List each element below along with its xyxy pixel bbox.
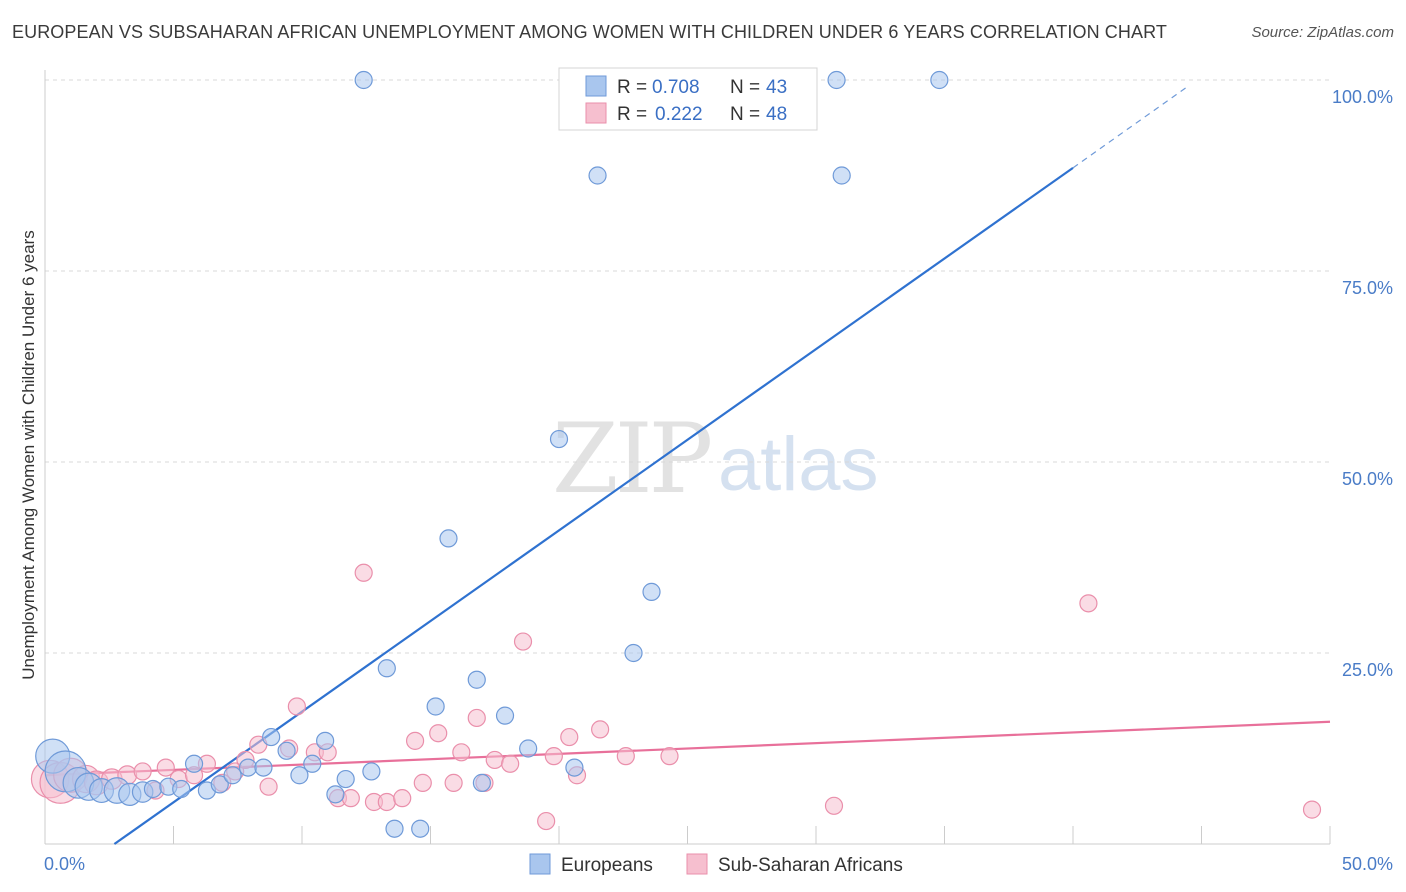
data-point-europeans <box>624 643 643 663</box>
data-point-europeans <box>549 429 569 449</box>
data-point-europeans <box>377 659 396 678</box>
legend-n-label-sub-saharan-africans: N = <box>730 104 760 125</box>
data-point-europeans <box>172 779 191 799</box>
data-point-europeans <box>354 70 373 90</box>
bottom-legend-label-europeans: Europeans <box>561 855 653 876</box>
legend-r-value-sub-saharan-africans: 0.222 <box>655 104 703 125</box>
data-point-europeans <box>385 819 404 838</box>
data-point-sub-saharan-africans <box>444 773 463 792</box>
x-tick-labels: 0.0% 50.0% <box>44 854 1393 874</box>
data-point-europeans <box>277 741 296 760</box>
axes <box>44 70 1331 845</box>
gridlines <box>45 79 1330 654</box>
legend-swatch-sub-saharan-africans <box>585 102 607 124</box>
chart-title: EUROPEAN VS SUBSAHARAN AFRICAN UNEMPLOYM… <box>12 22 1167 42</box>
data-point-europeans <box>827 70 846 90</box>
trend-line-europeans-extension <box>1072 87 1187 169</box>
data-point-sub-saharan-africans <box>259 777 278 796</box>
y-tick-label: 50.0% <box>1342 469 1393 489</box>
data-point-sub-saharan-africans <box>287 697 306 716</box>
data-point-europeans <box>336 769 355 789</box>
data-point-sub-saharan-africans <box>544 747 563 766</box>
data-point-sub-saharan-africans <box>413 773 432 792</box>
correlation-legend: R = 0.708 N = 43 R = 0.222 N = 48 <box>558 67 818 131</box>
data-point-sub-saharan-africans <box>341 789 360 808</box>
data-point-europeans <box>467 670 486 689</box>
y-tick-labels: 100.0% 75.0% 50.0% 25.0% <box>1332 87 1393 680</box>
series-legend: Europeans Sub-Saharan Africans <box>529 853 903 876</box>
x-tick-label: 0.0% <box>44 854 85 874</box>
bottom-legend-label-sub-saharan-africans: Sub-Saharan Africans <box>718 855 903 876</box>
data-point-europeans <box>930 70 949 90</box>
legend-n-value-sub-saharan-africans: 48 <box>766 104 787 125</box>
data-point-sub-saharan-africans <box>354 563 373 582</box>
legend-n-value-europeans: 43 <box>766 77 787 98</box>
data-point-europeans <box>472 773 491 792</box>
watermark-zip: ZIP <box>552 403 711 515</box>
data-point-europeans <box>426 697 445 716</box>
data-point-europeans <box>439 529 458 548</box>
data-point-sub-saharan-africans <box>1302 800 1322 819</box>
data-point-sub-saharan-africans <box>377 792 396 812</box>
data-point-europeans <box>316 731 335 750</box>
data-point-europeans <box>326 785 345 804</box>
data-point-sub-saharan-africans <box>1079 594 1098 613</box>
data-point-europeans <box>184 754 204 773</box>
y-tick-label: 100.0% <box>1332 87 1393 107</box>
data-point-europeans <box>303 754 322 773</box>
data-point-europeans <box>362 762 381 781</box>
data-point-europeans <box>238 758 258 777</box>
x-tick-label: 50.0% <box>1342 854 1393 874</box>
data-point-sub-saharan-africans <box>485 750 504 770</box>
legend-r-label-sub-saharan-africans: R = <box>617 104 647 125</box>
data-point-sub-saharan-africans <box>467 708 486 728</box>
data-point-sub-saharan-africans <box>824 796 844 815</box>
data-point-europeans <box>223 766 242 785</box>
data-point-sub-saharan-africans <box>429 724 448 743</box>
data-point-sub-saharan-africans <box>133 762 152 781</box>
data-point-sub-saharan-africans <box>405 731 425 750</box>
data-point-sub-saharan-africans <box>393 789 412 808</box>
watermark-atlas: atlas <box>718 422 879 507</box>
data-point-europeans <box>290 766 309 785</box>
legend-r-value-europeans: 0.708 <box>652 77 700 98</box>
data-point-europeans <box>210 775 229 794</box>
series-europeans <box>35 70 949 838</box>
bottom-legend-swatch-europeans <box>529 853 551 875</box>
data-point-sub-saharan-africans <box>156 758 175 777</box>
data-point-europeans <box>565 758 584 777</box>
bottom-legend-swatch-sub-saharan-africans <box>686 853 708 875</box>
data-point-europeans <box>519 739 538 758</box>
data-point-europeans <box>495 706 515 725</box>
data-point-europeans <box>588 166 607 185</box>
data-point-sub-saharan-africans <box>513 632 533 651</box>
y-axis-label: Unemployment Among Women with Children U… <box>19 230 38 679</box>
legend-swatch-europeans <box>585 75 607 97</box>
data-point-sub-saharan-africans <box>616 747 635 766</box>
data-point-sub-saharan-africans <box>452 743 471 762</box>
legend-r-label-europeans: R = <box>617 77 647 98</box>
data-point-sub-saharan-africans <box>660 747 679 766</box>
data-point-europeans <box>262 727 281 747</box>
source-label: Source: ZipAtlas.com <box>1251 24 1394 41</box>
data-point-sub-saharan-africans <box>591 720 610 739</box>
data-point-europeans <box>254 758 273 777</box>
data-point-sub-saharan-africans <box>537 811 556 831</box>
data-point-europeans <box>832 166 851 185</box>
y-tick-label: 75.0% <box>1342 278 1393 298</box>
legend-n-label-europeans: N = <box>730 77 760 98</box>
data-point-sub-saharan-africans <box>560 727 579 747</box>
data-point-europeans <box>642 582 661 601</box>
data-point-sub-saharan-africans <box>501 754 520 773</box>
data-point-europeans <box>143 779 163 799</box>
data-point-europeans <box>411 819 430 838</box>
y-tick-label: 25.0% <box>1342 660 1393 680</box>
